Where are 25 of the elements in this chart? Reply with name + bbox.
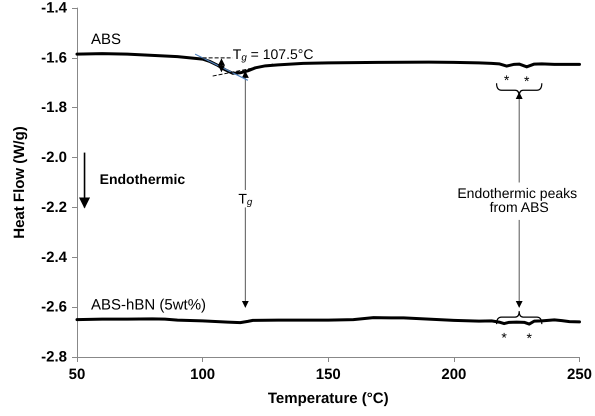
x-tick-label: 250 [566, 366, 592, 383]
y-tick-label: -2.4 [41, 248, 68, 266]
y-tick-label: -2.8 [41, 348, 67, 366]
y-tick-label: -2.0 [41, 149, 67, 166]
annotation: Endothermic [100, 170, 186, 187]
series-label: ABS [91, 31, 122, 48]
line-series [76, 316, 581, 326]
x-axis-title: Temperature (°C) [268, 390, 389, 407]
y-tick-label: -2.2 [41, 198, 67, 216]
series-label: ABS-hBN (5wt%) [91, 296, 206, 314]
annotation: * [524, 72, 530, 89]
x-tick-label: 50 [68, 366, 86, 383]
y-tick-label: -2.6 [41, 298, 67, 316]
annotation: * [504, 72, 510, 88]
x-tick-label: 150 [316, 366, 341, 383]
y-tick-label: -1.6 [41, 49, 67, 66]
annotation: Endothermic peaks from ABS [457, 184, 582, 215]
y-tick-label: -1.8 [41, 99, 67, 116]
y-tick-label: -1.4 [41, 0, 68, 16]
annotation: * [526, 330, 533, 346]
x-tick-label: 100 [190, 366, 216, 383]
annotation: * [501, 330, 508, 346]
text: = 107.5°C [250, 46, 314, 62]
y-axis-title: Heat Flow (W/g) [11, 126, 28, 239]
x-tick-label: 200 [441, 366, 466, 383]
